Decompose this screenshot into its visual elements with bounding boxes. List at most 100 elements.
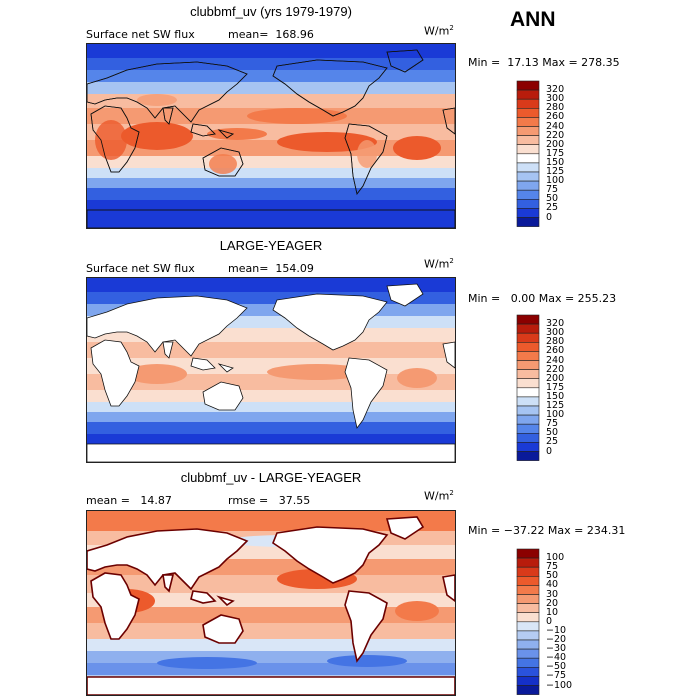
colorbar-tick-label: 100 — [546, 175, 565, 187]
colorbar-tick-label: 125 — [546, 400, 565, 411]
colorbar-tick-label: −50 — [546, 661, 567, 673]
field-band — [87, 639, 455, 651]
panel-1-map — [86, 43, 456, 229]
field-band — [87, 168, 455, 178]
colorbar-tick-label: 10 — [546, 606, 559, 618]
colorbar-swatch — [516, 387, 540, 398]
continent-outline — [386, 283, 424, 307]
land-blob — [209, 154, 237, 174]
colorbar-swatch — [516, 414, 540, 425]
colorbar-tick-label: −40 — [546, 652, 567, 664]
colorbar-tick-label: 150 — [546, 156, 565, 168]
continent-outline — [272, 59, 388, 117]
colorbar-tick-label: 260 — [546, 345, 565, 357]
colorbar-swatch — [516, 341, 540, 352]
colorbar-swatch — [516, 314, 540, 325]
field-band — [87, 422, 455, 434]
continent-outline — [162, 574, 175, 593]
colorbar-swatch — [516, 208, 540, 218]
colorbar-swatch — [516, 612, 540, 623]
continent-outline — [87, 443, 455, 462]
colorbar-swatch — [516, 639, 540, 650]
colorbar-tick-label: 280 — [546, 102, 565, 114]
field-blob — [277, 132, 377, 152]
field-band — [87, 82, 455, 94]
colorbar-swatch — [516, 566, 540, 577]
colorbar-tick-label: −75 — [546, 670, 567, 682]
panel-3-minmax: Min = −37.22 Max = 234.31 — [468, 524, 626, 537]
continent-outline — [217, 129, 234, 139]
colorbar-tick-label: 175 — [546, 381, 565, 393]
field-band — [87, 188, 455, 200]
field-band — [87, 178, 455, 188]
colorbar-swatch — [516, 442, 540, 452]
colorbar-swatch — [516, 117, 540, 127]
colorbar-swatch — [516, 575, 540, 586]
colorbar-tick-label: 300 — [546, 93, 565, 105]
colorbar-swatch — [516, 351, 540, 361]
colorbar-tick-label: 30 — [546, 588, 559, 600]
colorbar-swatch — [516, 630, 540, 641]
field-band — [87, 623, 455, 639]
field-blob — [267, 364, 367, 380]
colorbar-tick-label: 320 — [546, 84, 565, 96]
panel-2-map — [86, 277, 456, 463]
colorbar-tick-label: 75 — [546, 561, 559, 573]
continent-outline — [344, 590, 388, 663]
continent-outline — [87, 295, 248, 357]
continent-outline — [216, 595, 235, 607]
colorbar-swatch — [516, 189, 540, 200]
field-band — [87, 412, 455, 422]
field-band — [87, 70, 455, 82]
continent-outline — [217, 363, 234, 373]
continent-outline — [87, 528, 249, 591]
colorbar-tick-label: −10 — [546, 624, 567, 636]
colorbar-swatch — [516, 217, 540, 227]
colorbar-swatch — [516, 548, 540, 559]
colorbar-swatch — [516, 162, 540, 173]
panel-3-title: clubbmf_uv - LARGE-YEAGER — [180, 470, 362, 485]
continent-outline — [442, 574, 455, 602]
colorbar-swatch — [516, 603, 540, 613]
colorbar-swatch — [516, 107, 540, 118]
colorbar-swatch — [516, 98, 540, 109]
colorbar-tick-label: 260 — [546, 111, 565, 123]
colorbar-swatch — [516, 585, 540, 595]
panel-1-units: W/m2 — [424, 24, 454, 38]
continent-outline — [272, 526, 389, 584]
colorbar-tick-label: 125 — [546, 166, 565, 177]
colorbar-swatch — [516, 332, 540, 343]
continent-outline — [202, 147, 244, 177]
colorbar-swatch — [516, 667, 540, 677]
field-blob — [247, 342, 327, 354]
colorbar-swatch — [516, 451, 540, 461]
colorbar-tick-label: 220 — [546, 129, 565, 141]
colorbar-swatch — [516, 135, 540, 145]
panel-2-units: W/m2 — [424, 257, 454, 271]
panel-2-minmax: Min = 0.00 Max = 255.23 — [468, 292, 617, 305]
field-blob — [395, 601, 439, 621]
colorbar-tick-label: 175 — [546, 147, 565, 159]
colorbar-swatch — [516, 405, 540, 416]
colorbar-tick-label: 300 — [546, 327, 565, 339]
field-blob — [397, 368, 437, 388]
colorbar-tick-label: 20 — [546, 597, 559, 609]
panel-2-mean-label: mean= 154.09 — [228, 262, 314, 275]
continent-outline — [202, 381, 244, 411]
field-band — [87, 575, 455, 593]
field-band — [87, 58, 455, 70]
continent-outline — [202, 614, 244, 644]
colorbar-swatch — [516, 423, 540, 434]
colorbar-tick-label: 25 — [546, 202, 559, 214]
colorbar-tick-label: 25 — [546, 436, 559, 448]
continent-outline — [442, 341, 455, 369]
field-blob — [393, 136, 441, 160]
colorbar-tick-label: 50 — [546, 193, 559, 205]
panel-1-minmax: Min = 17.13 Max = 278.35 — [468, 56, 620, 69]
colorbar-swatch — [516, 80, 540, 91]
colorbar-tick-label: 200 — [546, 138, 565, 150]
field-blob — [121, 122, 193, 150]
field-band — [87, 156, 455, 168]
field-blob — [127, 364, 187, 384]
colorbar-tick-label: 0 — [546, 211, 553, 223]
